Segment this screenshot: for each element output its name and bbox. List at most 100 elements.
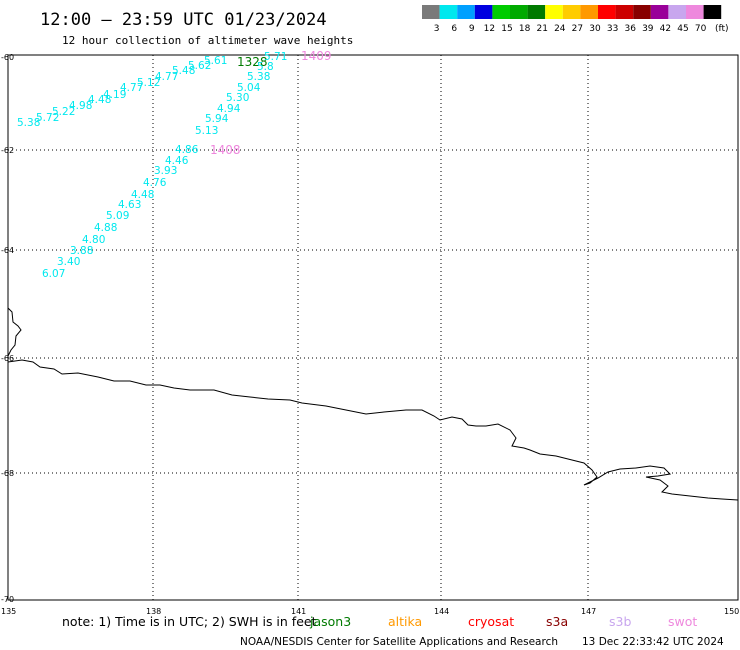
wave-height-label: 3.93 — [154, 165, 177, 177]
legend-label: 3 — [434, 24, 440, 34]
map-frame — [7, 54, 739, 601]
wave-height-label: 4.77 — [155, 71, 178, 83]
wave-height-label: 4.48 — [131, 189, 154, 201]
sat-cryosat: cryosat — [468, 614, 514, 629]
legend-swatch — [422, 5, 440, 19]
wave-height-label: 5.12 — [137, 77, 160, 89]
sat-swot: swot — [668, 614, 697, 629]
wave-height-label: 4.88 — [94, 222, 117, 234]
credit-text: NOAA/NESDIS Center for Satellite Applica… — [240, 636, 558, 648]
note-text: note: 1) Time is in UTC; 2) SWH is in fe… — [62, 614, 317, 629]
lat-label: -62 — [1, 146, 14, 155]
wave-height-label: 5.30 — [226, 92, 249, 104]
wave-height-label: 5.48 — [172, 65, 195, 77]
sat-s3b: s3b — [609, 614, 631, 629]
legend-swatch — [580, 5, 598, 19]
legend-swatch — [492, 5, 510, 19]
legend-swatch — [703, 5, 722, 19]
legend-label: 70 — [695, 24, 707, 34]
lat-label: -70 — [1, 595, 14, 604]
lon-label: 144 — [434, 607, 449, 616]
pass-labels: 1409 1408 1328 — [210, 49, 332, 157]
legend-label: 12 — [484, 24, 495, 34]
graticule — [8, 55, 738, 600]
legend-label: 39 — [642, 24, 654, 34]
legend-swatch — [668, 5, 686, 19]
legend-swatch — [615, 5, 634, 19]
lat-label: -68 — [1, 469, 14, 478]
legend-unit: (ft) — [715, 24, 729, 34]
lon-label: 141 — [291, 607, 306, 616]
wave-height-label: 4.94 — [217, 103, 241, 115]
legend-swatch — [439, 5, 458, 19]
wave-height-labels: 5.385.725.224.984.484.194.775.124.775.48… — [17, 51, 287, 280]
pass-label-1328: 1328 — [237, 55, 268, 69]
legend-swatch — [633, 5, 651, 19]
wave-height-label: 4.86 — [175, 144, 199, 156]
wave-height-label: 5.38 — [17, 117, 40, 129]
legend-swatch — [545, 5, 563, 19]
wave-height-label: 5.62 — [188, 60, 211, 72]
wave-height-label: 5.38 — [247, 71, 270, 83]
wave-height-label: 4.77 — [120, 82, 143, 94]
legend-swatch — [527, 5, 546, 19]
legend-label: 30 — [589, 24, 601, 34]
legend-swatch — [650, 5, 669, 19]
wave-height-label: 4.19 — [103, 89, 126, 101]
legend-label: 21 — [536, 24, 547, 34]
longitude-labels: 135 138 141 144 147 150 — [1, 607, 739, 616]
lon-label: 147 — [581, 607, 596, 616]
legend-swatch — [474, 5, 493, 19]
legend-label: 9 — [469, 24, 475, 34]
wave-height-label: 5.72 — [36, 112, 59, 124]
wave-height-label: 4.48 — [88, 94, 111, 106]
lon-label: 150 — [724, 607, 739, 616]
wave-height-label: 4.76 — [143, 177, 167, 189]
legend-label: 42 — [660, 24, 671, 34]
wave-height-label: 5.09 — [106, 210, 129, 222]
legend-swatch — [686, 5, 704, 19]
lon-label: 135 — [1, 607, 16, 616]
wave-height-label: 5.13 — [195, 125, 218, 137]
wave-height-label: 4.63 — [118, 199, 141, 211]
timestamp-text: 13 Dec 22:33:42 UTC 2024 — [582, 636, 724, 648]
legend-label: 27 — [572, 24, 583, 34]
wave-height-label: 4.80 — [82, 234, 105, 246]
wave-height-label: 5.71 — [264, 51, 287, 63]
wave-height-label: 3.88 — [70, 245, 93, 257]
wave-height-label: 5.04 — [237, 82, 261, 94]
wave-height-label: 6.07 — [42, 268, 65, 280]
coastline — [7, 307, 739, 501]
legend-swatch — [457, 5, 475, 19]
pass-label-1408: 1408 — [210, 143, 241, 157]
legend-label: 24 — [554, 24, 566, 34]
sat-s3a: s3a — [546, 614, 568, 629]
wave-height-label: 5.94 — [205, 113, 229, 125]
map-title: 12:00 – 23:59 UTC 01/23/2024 — [40, 10, 327, 30]
pass-label-1409: 1409 — [301, 49, 332, 63]
legend-label: 6 — [451, 24, 457, 34]
legend-color-bar: 3 6 9 12 15 18 21 24 27 30 33 36 39 42 45 70 — [422, 5, 722, 34]
map-subtitle: 12 hour collection of altimeter wave hei… — [62, 34, 353, 47]
latitude-labels: -60 -62 -64 -66 -68 -70 — [1, 53, 14, 604]
legend-label: 33 — [607, 24, 618, 34]
sat-altika: altika — [388, 614, 422, 629]
wave-height-label: 4.46 — [165, 155, 189, 167]
legend-label: 15 — [501, 24, 512, 34]
lat-label: -66 — [1, 354, 14, 363]
lat-label: -60 — [1, 53, 14, 62]
legend-label: 18 — [519, 24, 531, 34]
legend-label: 36 — [624, 24, 636, 34]
legend-label: 45 — [677, 24, 688, 34]
wave-height-label: 4.98 — [69, 100, 92, 112]
sat-jason3: jason3 — [309, 614, 351, 629]
wave-height-label: 5.22 — [52, 106, 75, 118]
wave-height-label: 5.61 — [204, 55, 227, 67]
wave-height-label: 5.8 — [257, 61, 274, 73]
lon-label: 138 — [146, 607, 161, 616]
legend-swatch — [598, 5, 616, 19]
legend-swatch — [562, 5, 581, 19]
lat-label: -64 — [1, 246, 14, 255]
satellite-legend: jason3 altika cryosat s3a s3b swot — [309, 614, 697, 629]
